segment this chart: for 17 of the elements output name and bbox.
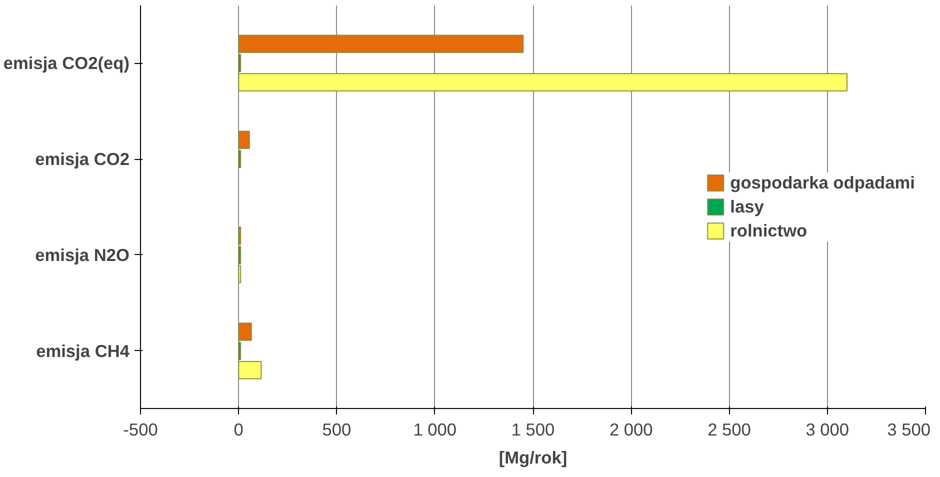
x-tick-label: 3 000: [806, 420, 850, 440]
legend-label: rolnictwo: [730, 220, 808, 241]
x-axis-title: [Mg/rok]: [498, 448, 568, 468]
x-tick-label: 3 500: [887, 420, 931, 440]
y-tick-label: emisja CO2: [35, 149, 130, 170]
legend-label: gospodarka odpadami: [730, 172, 915, 193]
x-tick-label: 2 000: [609, 420, 653, 440]
y-tick-label: emisja N2O: [35, 244, 130, 265]
x-tick-label: 1 000: [413, 420, 457, 440]
x-tick-label: 500: [322, 420, 352, 440]
x-tick-label: -500: [123, 420, 158, 440]
x-tick-label: 2 500: [708, 420, 751, 440]
x-tick-label: 0: [234, 420, 244, 440]
x-tick-label: 1 500: [511, 420, 555, 440]
legend-label: lasy: [730, 196, 764, 217]
y-tick-label: emisja CO2(eq): [3, 53, 130, 74]
y-tick-label: emisja CH4: [36, 340, 130, 361]
